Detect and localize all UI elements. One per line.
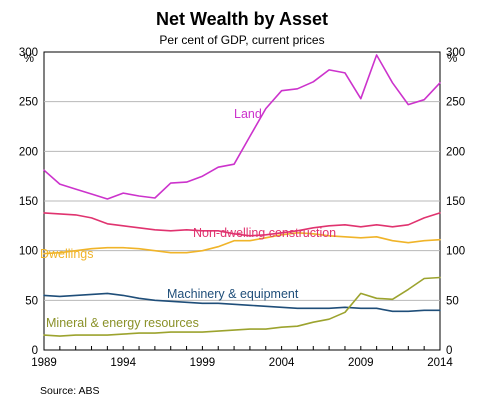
- series-label-machinery-equipment: Machinery & equipment: [167, 287, 299, 301]
- source-note: Source: ABS: [40, 385, 100, 397]
- axis-ticks: [43, 346, 441, 350]
- x-tick-label: 2009: [348, 357, 374, 369]
- series-line-mineral-energy-resources: [43, 276, 441, 337]
- y-tick-label-right: 200: [446, 146, 465, 158]
- series-line-land: [43, 54, 441, 200]
- y-axis-left-labels: 0 50 100 150 200 250 300: [19, 47, 38, 357]
- y-tick-label-right: 0: [446, 345, 452, 357]
- x-axis-labels: 1989 1994 1999 2004 2009 2014: [31, 357, 453, 369]
- y-tick-label-left: 0: [32, 345, 38, 357]
- y-tick-label-left: 300: [19, 47, 38, 59]
- series-line-dwellings: [43, 232, 441, 255]
- series-label-non-dwelling-construction: Non-dwelling construction: [193, 226, 336, 240]
- series-label-dwellings: Dwellings: [40, 247, 94, 261]
- gridlines: [44, 101, 440, 301]
- y-tick-label-left: 50: [25, 295, 38, 307]
- y-unit-right: %: [447, 53, 457, 65]
- series-line-machinery-equipment: [43, 292, 441, 313]
- y-tick-label-left: 250: [19, 97, 38, 109]
- x-tick-label: 1994: [110, 357, 136, 369]
- y-tick-label-left: 150: [19, 196, 38, 208]
- series-line-non-dwelling-construction: [43, 212, 441, 237]
- chart-subtitle: Per cent of GDP, current prices: [159, 33, 324, 47]
- y-tick-label-right: 150: [446, 196, 465, 208]
- y-tick-label-right: 300: [446, 47, 465, 59]
- x-tick-label: 2014: [427, 357, 453, 369]
- y-tick-label-right: 100: [446, 246, 465, 258]
- y-tick-label-right: 250: [446, 97, 465, 109]
- x-tick-label: 1989: [31, 357, 57, 369]
- y-tick-label-left: 200: [19, 146, 38, 158]
- series-label-land: Land: [234, 107, 262, 121]
- y-axis-right-labels: 0 50 100 150 200 250 300: [446, 47, 465, 357]
- chart-title: Net Wealth by Asset: [156, 9, 328, 29]
- series-label-mineral-energy-resources: Mineral & energy resources: [46, 316, 199, 330]
- x-tick-label: 1999: [190, 357, 216, 369]
- series-lines: [43, 54, 441, 337]
- y-tick-label-right: 50: [446, 295, 459, 307]
- y-tick-label-left: 100: [19, 246, 38, 258]
- x-tick-label: 2004: [269, 357, 295, 369]
- y-unit-left: %: [24, 53, 34, 65]
